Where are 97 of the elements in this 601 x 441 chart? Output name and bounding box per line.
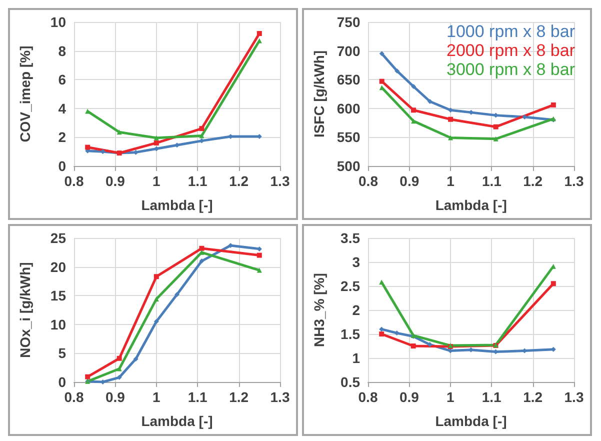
point [154, 274, 159, 280]
x-tick-label: 1 [152, 173, 160, 189]
y-tick-label: 8 [58, 42, 66, 59]
point [199, 258, 204, 264]
x-tick-label: 1 [446, 173, 455, 189]
point [116, 356, 122, 361]
point [410, 344, 416, 348]
point [256, 31, 262, 36]
point [256, 268, 262, 273]
y-tick-label: 15 [50, 288, 66, 304]
x-axis-title: Lambda [-] [435, 197, 507, 213]
point [154, 319, 159, 324]
point [199, 133, 204, 138]
x-tick-label: 1 [446, 389, 454, 405]
x-tick-label: 0.8 [64, 389, 84, 405]
line-series [379, 264, 556, 348]
y-tick-label: 2.5 [340, 278, 360, 294]
x-tick-label: 0.9 [399, 389, 420, 405]
x-tick-label: 1.3 [564, 389, 584, 405]
point [411, 84, 416, 90]
point [85, 374, 90, 380]
x-tick-label: 1.3 [564, 173, 584, 189]
point [116, 130, 122, 135]
text: 1000 rpm x 8 bar [446, 22, 576, 41]
point [379, 78, 384, 84]
x-axis-title: Lambda [-] [435, 413, 507, 429]
point [154, 140, 159, 146]
x-tick-label: 1.1 [482, 173, 502, 189]
y-tick-label: 750 [336, 14, 360, 30]
y-tick-label: 1.5 [340, 326, 360, 342]
y-axis-title: NH3_% [%] [311, 273, 327, 347]
y-tick-label: 6 [58, 72, 66, 88]
y-axis-title: NOx_i [g/kWh] [17, 262, 33, 358]
point [550, 281, 556, 286]
point [493, 124, 498, 130]
x-tick-label: 0.9 [105, 389, 126, 405]
y-tick-label: 700 [336, 42, 360, 59]
y-tick-label: 10 [50, 14, 66, 30]
point [116, 366, 122, 372]
point [448, 135, 454, 140]
point [154, 296, 159, 302]
point [379, 332, 384, 336]
point [85, 144, 90, 150]
x-tick-label: 1.3 [270, 389, 290, 405]
y-tick-label: 3 [352, 254, 360, 270]
x-tick-label: 1.2 [523, 389, 543, 405]
y-tick-label: 0.5 [340, 374, 360, 390]
y-tick-label: 4 [58, 100, 66, 116]
x-tick-label: 1.2 [229, 389, 249, 405]
point [199, 246, 204, 251]
y-axis-title: ISFC [g/kWh] [311, 50, 327, 138]
point [199, 126, 204, 132]
point [493, 136, 498, 142]
y-tick-label: 1 [352, 350, 360, 366]
y-tick-label: 500 [336, 158, 360, 174]
point [133, 356, 138, 362]
point [174, 292, 180, 297]
x-tick-label: 1.1 [188, 173, 208, 189]
point [379, 51, 384, 56]
y-tick-label: 2 [58, 129, 66, 146]
x-tick-label: 0.8 [358, 173, 378, 189]
point [411, 108, 416, 113]
y-tick-label: 10 [50, 316, 66, 332]
x-tick-label: 1.2 [523, 173, 543, 189]
point [427, 342, 432, 348]
x-tick-label: 0.9 [105, 173, 126, 189]
point [116, 374, 122, 380]
x-tick-label: 0.8 [358, 389, 378, 405]
x-axis-title: Lambda [-] [141, 197, 213, 213]
point [550, 102, 556, 108]
x-axis-title: Lambda [-] [141, 413, 213, 429]
x-tick-label: 0.9 [400, 173, 420, 189]
point [411, 118, 416, 124]
y-tick-label: 0 [58, 158, 66, 174]
x-tick-label: 1 [152, 389, 160, 405]
text: 3000 rpm x 8 bar [446, 60, 576, 79]
point [154, 135, 159, 140]
point [394, 68, 400, 74]
y-tick-label: 3.5 [340, 230, 360, 246]
y-tick-label: 650 [336, 72, 360, 88]
y-tick-label: 0 [58, 374, 66, 390]
y-tick-label: 5 [58, 345, 66, 362]
x-tick-label: 1.1 [482, 389, 502, 405]
x-tick-label: 0.8 [64, 173, 84, 189]
point [427, 98, 432, 104]
point [256, 252, 262, 258]
y-tick-label: 600 [336, 100, 360, 116]
point [448, 116, 454, 122]
y-tick-label: 2 [352, 302, 360, 318]
x-tick-label: 1.1 [188, 389, 208, 405]
x-tick-label: 1.2 [229, 173, 249, 189]
y-tick-label: 25 [50, 230, 66, 246]
y-tick-label: 550 [336, 129, 360, 146]
x-tick-label: 1.3 [270, 173, 290, 189]
text: 2000 rpm x 8 bar [446, 41, 576, 60]
y-tick-label: 20 [50, 258, 66, 275]
y-axis-title: COV_imep [%] [17, 46, 33, 142]
